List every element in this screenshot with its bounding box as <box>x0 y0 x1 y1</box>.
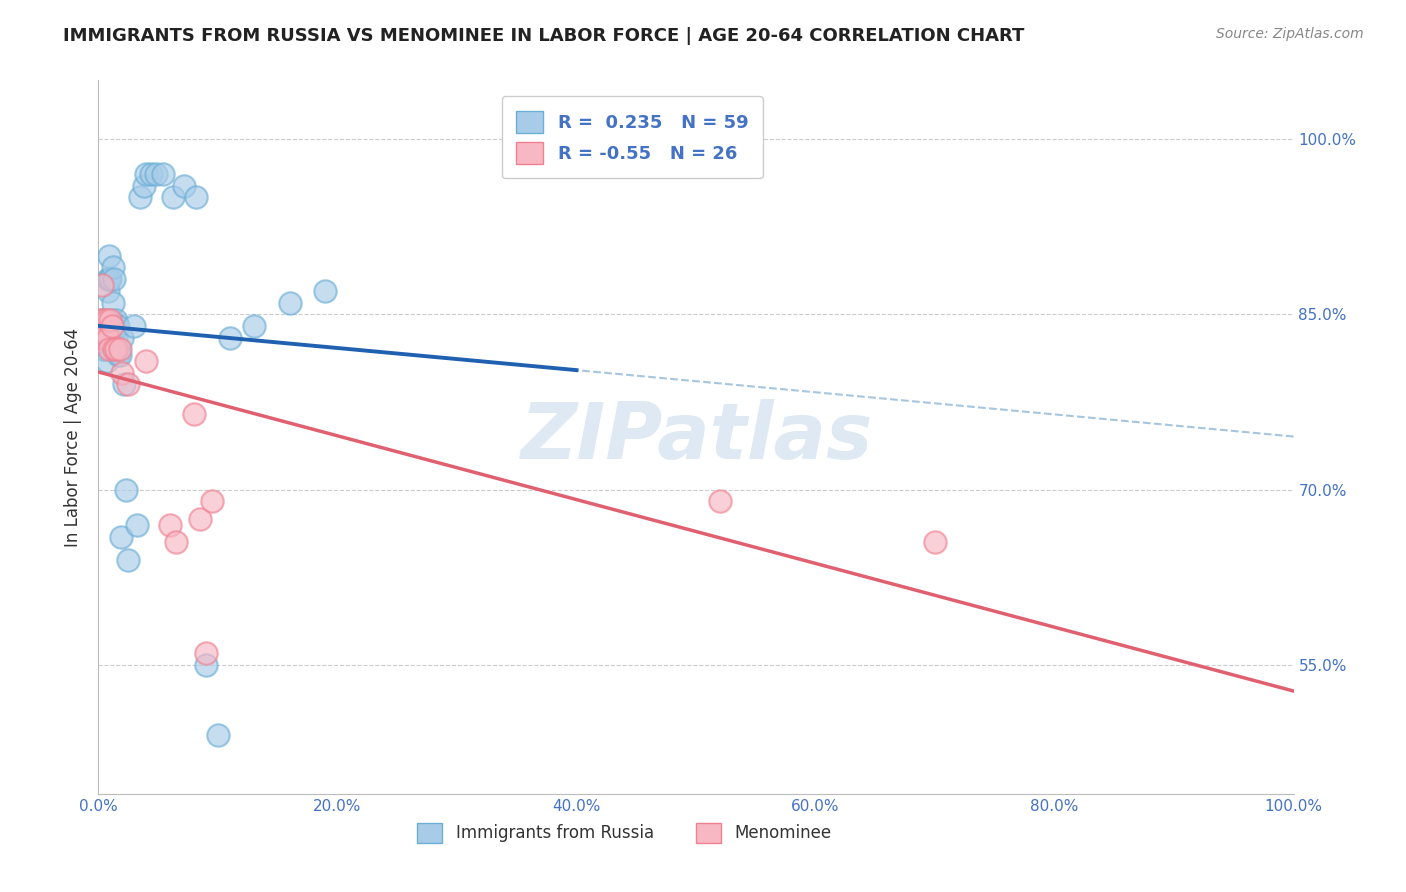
Point <box>117 553 139 567</box>
Point <box>96 354 118 368</box>
Point <box>96 313 118 327</box>
Point <box>162 190 184 204</box>
Point <box>159 517 181 532</box>
Point <box>219 331 242 345</box>
Point <box>91 318 114 333</box>
Point <box>108 348 131 362</box>
Point <box>125 517 148 532</box>
Point <box>94 325 117 339</box>
Point <box>111 366 134 380</box>
Point <box>135 167 157 181</box>
Point <box>91 313 114 327</box>
Point <box>97 284 120 298</box>
Point <box>112 377 135 392</box>
Point <box>709 494 731 508</box>
Point <box>89 331 111 345</box>
Point <box>201 494 224 508</box>
Point <box>91 343 114 357</box>
Text: ZIPatlas: ZIPatlas <box>520 399 872 475</box>
Y-axis label: In Labor Force | Age 20-64: In Labor Force | Age 20-64 <box>65 327 83 547</box>
Point <box>90 313 112 327</box>
Point <box>152 167 174 181</box>
Point <box>91 313 114 327</box>
Point <box>93 343 115 357</box>
Point <box>104 343 127 357</box>
Point <box>103 343 125 357</box>
Text: IMMIGRANTS FROM RUSSIA VS MENOMINEE IN LABOR FORCE | AGE 20-64 CORRELATION CHART: IMMIGRANTS FROM RUSSIA VS MENOMINEE IN L… <box>63 27 1025 45</box>
Point <box>207 728 229 742</box>
Point <box>97 331 120 345</box>
Point <box>100 331 122 345</box>
Point <box>93 331 115 345</box>
Point <box>124 318 146 333</box>
Point <box>135 354 157 368</box>
Point <box>100 318 122 333</box>
Point <box>105 343 128 357</box>
Point <box>315 284 337 298</box>
Point <box>195 658 218 673</box>
Point <box>93 318 115 333</box>
Point <box>183 407 205 421</box>
Point <box>98 249 121 263</box>
Point <box>115 483 138 497</box>
Point <box>117 377 139 392</box>
Point <box>98 313 122 327</box>
Point <box>90 336 112 351</box>
Point <box>139 167 162 181</box>
Point <box>98 272 122 286</box>
Point <box>98 313 122 327</box>
Point <box>93 313 115 327</box>
Point <box>108 343 131 357</box>
Point <box>145 167 167 181</box>
Point <box>103 272 125 286</box>
Point <box>94 318 117 333</box>
Point <box>101 260 124 275</box>
Point <box>100 313 122 327</box>
Point <box>91 318 114 333</box>
Point <box>97 272 120 286</box>
Legend: Immigrants from Russia, Menominee: Immigrants from Russia, Menominee <box>411 816 838 850</box>
Point <box>186 190 208 204</box>
Point <box>91 331 114 345</box>
Point <box>110 529 132 543</box>
Point <box>91 331 114 345</box>
Point <box>188 512 211 526</box>
Point <box>93 325 115 339</box>
Point <box>96 313 118 327</box>
Point <box>94 343 117 357</box>
Text: Source: ZipAtlas.com: Source: ZipAtlas.com <box>1216 27 1364 41</box>
Point <box>111 331 134 345</box>
Point <box>173 178 195 193</box>
Point <box>129 190 152 204</box>
Point <box>98 343 121 357</box>
Point <box>243 318 266 333</box>
Point <box>91 278 114 293</box>
Point <box>105 331 128 345</box>
Point <box>924 535 946 549</box>
Point <box>107 343 129 357</box>
Point <box>94 325 117 339</box>
Point <box>105 313 128 327</box>
Point <box>278 295 301 310</box>
Point <box>89 318 111 333</box>
Point <box>91 325 114 339</box>
Point <box>101 295 124 310</box>
Point <box>97 318 120 333</box>
Point <box>98 272 121 286</box>
Point <box>107 348 129 362</box>
Point <box>132 178 155 193</box>
Point <box>107 318 129 333</box>
Point <box>165 535 187 549</box>
Point <box>195 647 218 661</box>
Point <box>90 318 112 333</box>
